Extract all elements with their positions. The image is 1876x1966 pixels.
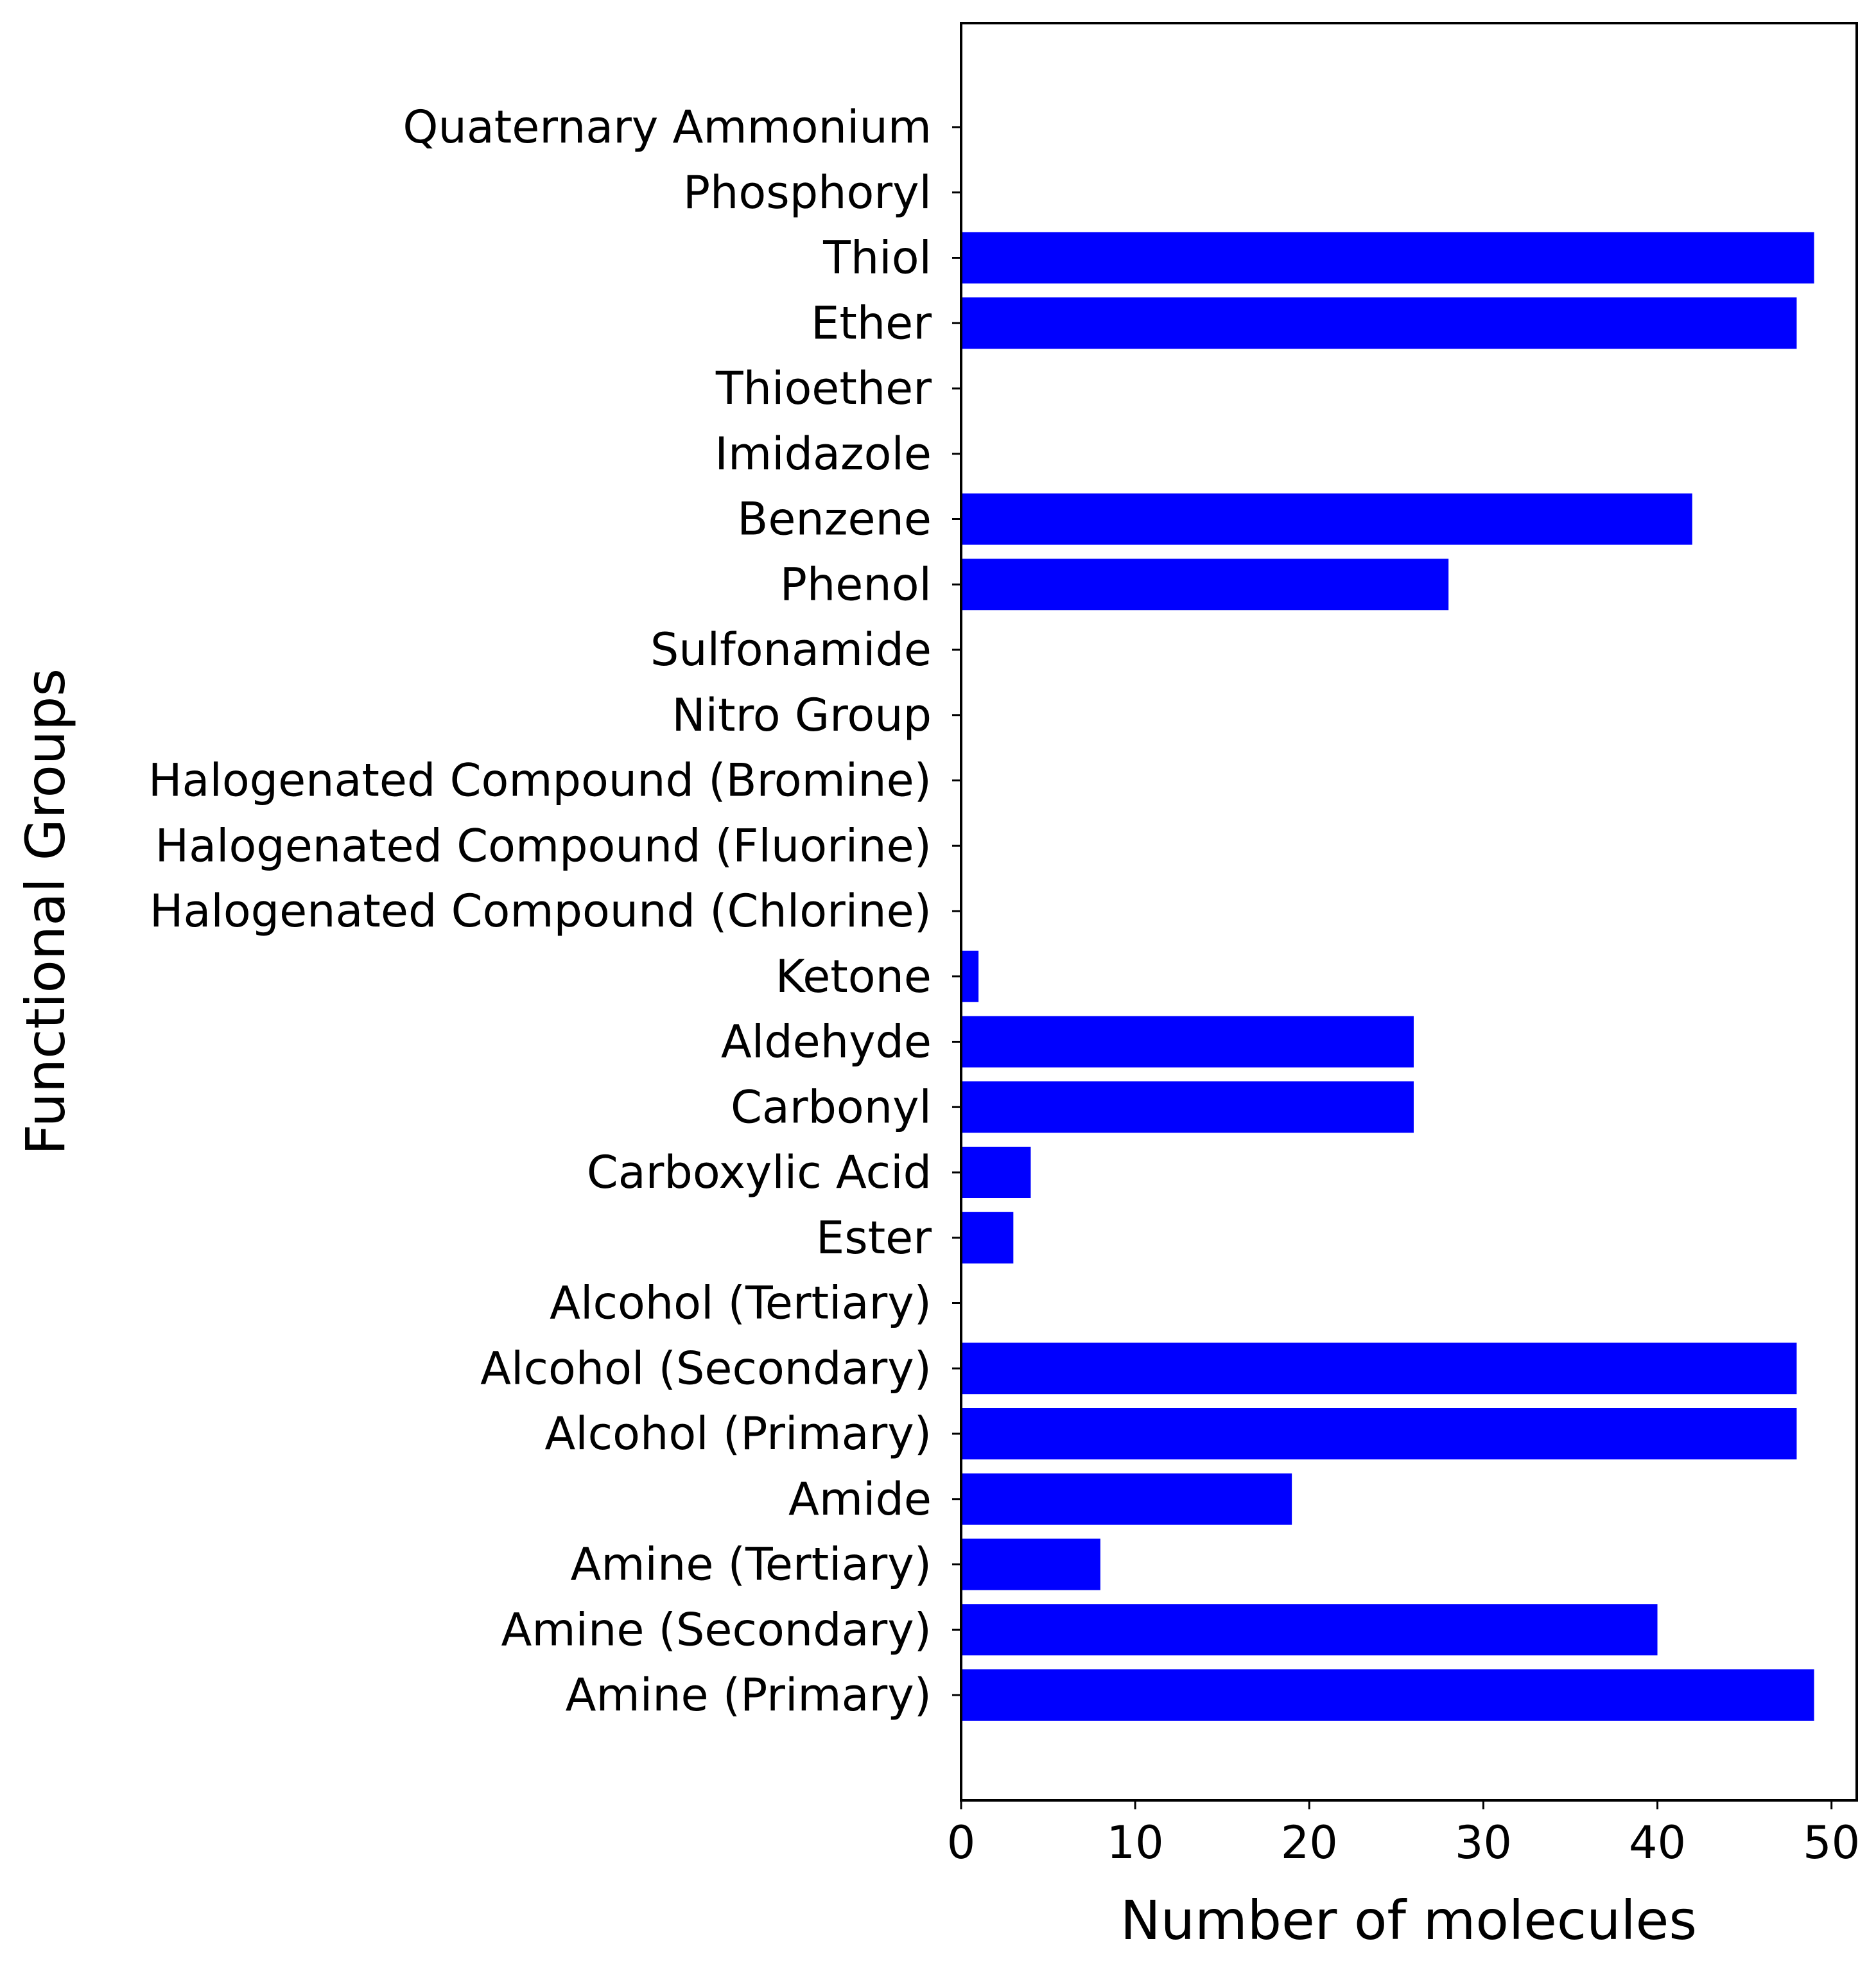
y-tick-label: Halogenated Compound (Fluorine) (155, 819, 932, 872)
bar-amine-primary (961, 1669, 1814, 1721)
x-tick-label: 10 (1107, 1816, 1164, 1869)
y-tick-label: Alcohol (Tertiary) (550, 1277, 932, 1330)
plot-frame (960, 22, 1858, 1802)
y-tick-label: Carboxylic Acid (587, 1146, 932, 1199)
x-axis-ticks: 0 10 20 30 40 50 (947, 1800, 1860, 1869)
y-tick-label: Amine (Tertiary) (570, 1538, 932, 1591)
y-tick-label: Amine (Primary) (566, 1669, 932, 1721)
x-tick-label: 50 (1803, 1816, 1860, 1869)
x-tick-label: 30 (1455, 1816, 1512, 1869)
y-tick-label: Carbonyl (731, 1081, 932, 1133)
y-tick-label: Benzene (737, 493, 932, 546)
bar-ketone (961, 950, 979, 1002)
y-tick-label: Ether (811, 297, 932, 349)
y-tick-label: Ketone (776, 950, 932, 1003)
y-axis-label: Functional Groups (14, 668, 77, 1155)
bar-alcohol-secondary (961, 1343, 1797, 1395)
bar-alcohol-primary (961, 1408, 1797, 1459)
y-tick-label: Thiol (822, 232, 932, 284)
y-tick-label: Ester (816, 1212, 932, 1264)
y-tick-label: Phosphoryl (683, 166, 932, 219)
y-tick-label: Imidazole (715, 428, 932, 480)
y-tick-label: Halogenated Compound (Chlorine) (150, 885, 932, 937)
y-tick-label: Aldehyde (721, 1016, 932, 1068)
bar-ether (961, 297, 1797, 349)
bar-carbonyl (961, 1081, 1414, 1133)
bar-amide (961, 1473, 1292, 1525)
x-tick-label: 0 (947, 1816, 976, 1869)
bar-aldehyde (961, 1016, 1414, 1068)
y-tick-label: Phenol (780, 558, 932, 611)
x-axis-label: Number of molecules (1120, 1889, 1697, 1952)
bars-group (961, 232, 1814, 1721)
bar-amine-tertiary (961, 1538, 1100, 1590)
x-tick-label: 40 (1629, 1816, 1686, 1869)
y-axis-ticks: Amine (Primary) Amine (Secondary) Amine (T… (148, 101, 961, 1721)
y-tick-label: Thioether (715, 362, 932, 415)
bar-benzene (961, 493, 1692, 545)
bar-carboxylic-acid (961, 1147, 1031, 1198)
bar-phenol (961, 559, 1449, 611)
bar-thiol (961, 232, 1814, 284)
y-tick-label: Alcohol (Secondary) (480, 1342, 932, 1395)
y-tick-label: Amine (Secondary) (501, 1603, 932, 1656)
y-tick-label: Halogenated Compound (Bromine) (148, 754, 932, 807)
bar-amine-secondary (961, 1604, 1658, 1656)
y-tick-label: Nitro Group (672, 689, 932, 742)
y-tick-label: Alcohol (Primary) (544, 1407, 932, 1460)
bar-ester (961, 1212, 1014, 1264)
y-tick-label: Quaternary Ammonium (403, 101, 932, 153)
y-tick-label: Amide (788, 1473, 932, 1526)
x-tick-label: 20 (1281, 1816, 1338, 1869)
y-tick-label: Sulfonamide (650, 623, 932, 676)
